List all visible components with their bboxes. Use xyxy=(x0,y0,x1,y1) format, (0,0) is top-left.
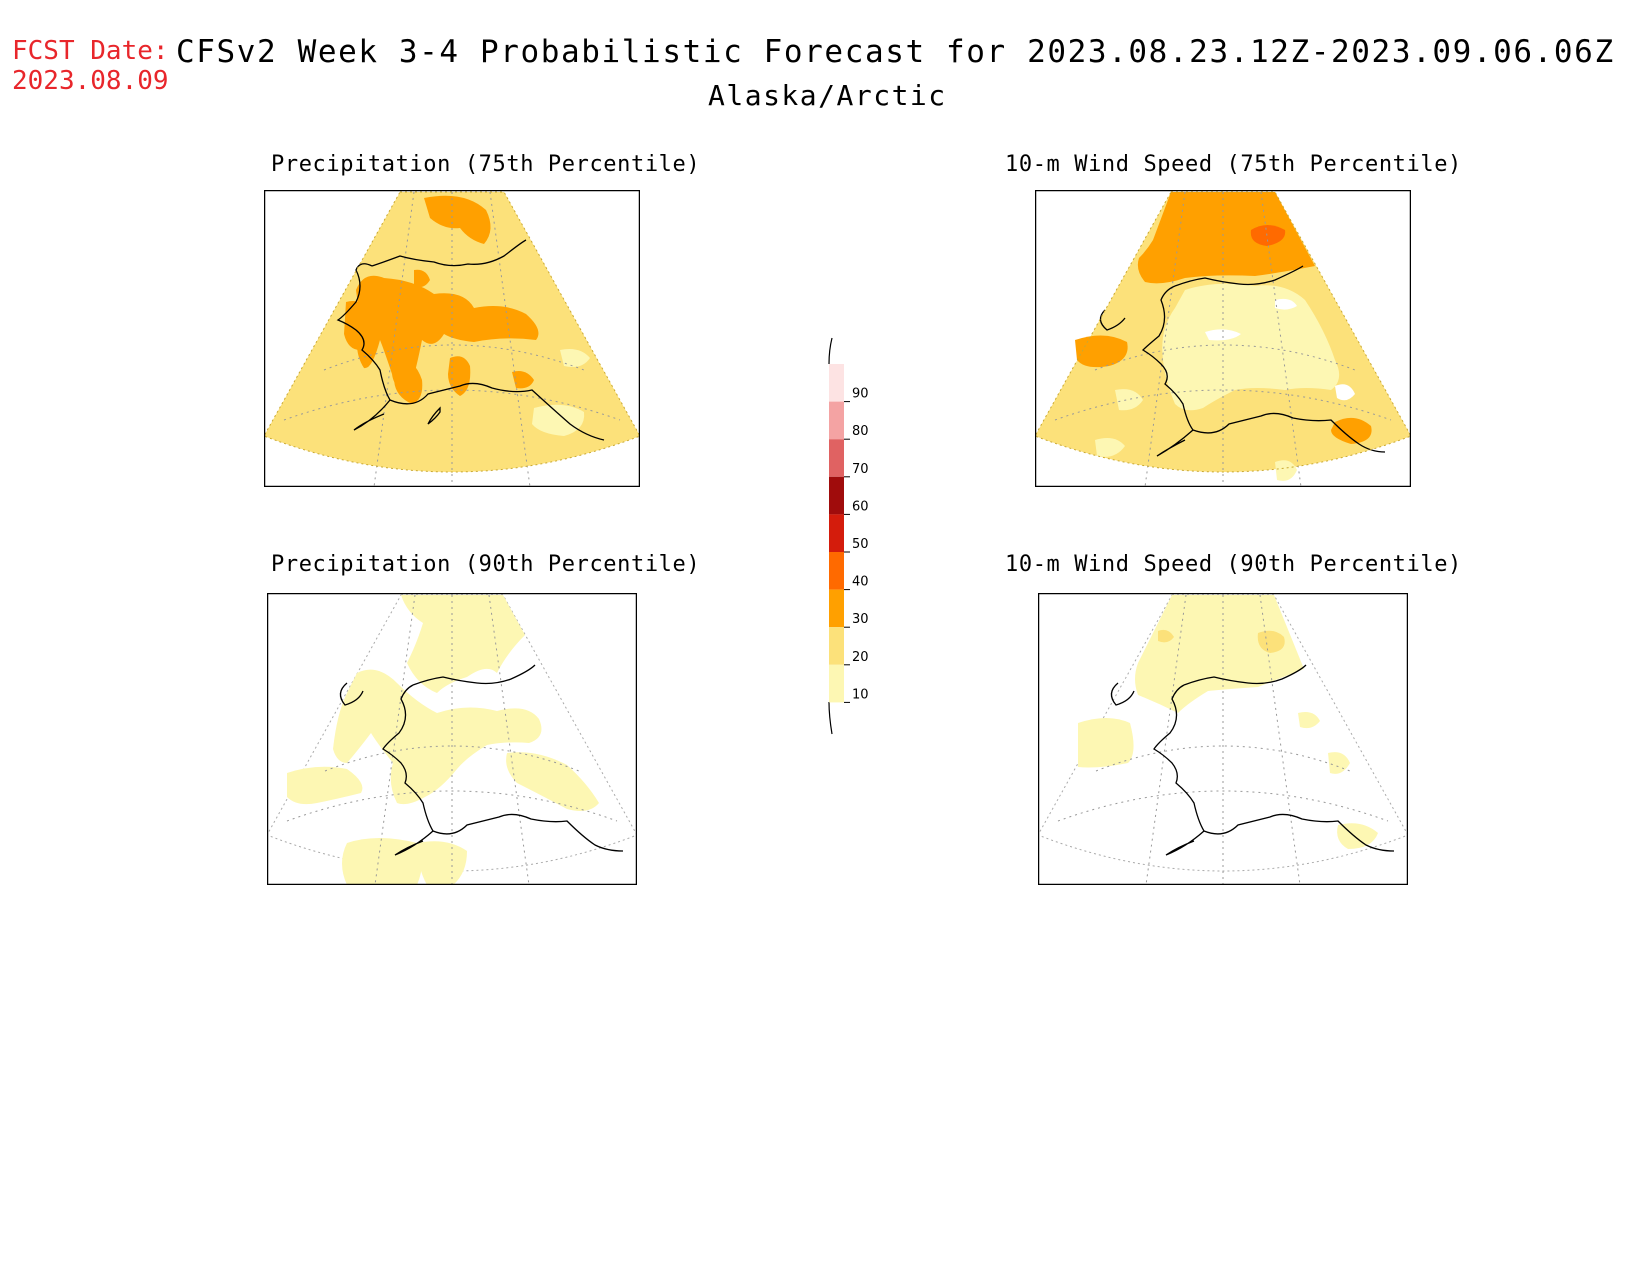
colorbar-label: 20 xyxy=(852,650,869,665)
colorbar-swatch xyxy=(829,589,844,628)
colorbar-top-cap xyxy=(828,337,833,365)
colorbar-swatch xyxy=(829,401,844,440)
graticule-lines xyxy=(1057,594,1389,885)
colorbar-label: 60 xyxy=(852,499,869,514)
probability-contours-10-20 xyxy=(532,349,590,436)
panel-title-wind-75: 10-m Wind Speed (75th Percentile) xyxy=(1005,152,1462,177)
probability-contours-40-50 xyxy=(1250,225,1286,246)
colorbar-label: 40 xyxy=(852,575,869,590)
map-precip-75 xyxy=(264,190,640,487)
probability-contours-20-30 xyxy=(1158,629,1285,653)
colorbar-swatch xyxy=(829,514,844,552)
graticule-lines xyxy=(283,191,621,487)
colorbar-swatch xyxy=(829,627,844,665)
probability-contours-10-20 xyxy=(1095,283,1340,481)
map-wind-90 xyxy=(1038,593,1408,885)
forecast-date-label: FCST Date: xyxy=(12,36,169,66)
colorbar-swatch xyxy=(829,664,844,703)
map-sector-outline xyxy=(264,191,640,473)
map-wind-75 xyxy=(1035,190,1411,487)
map-precip-90 xyxy=(267,593,637,885)
colorbar-label: 50 xyxy=(852,537,869,552)
colorbar-bottom-cap xyxy=(828,701,833,735)
colorbar-swatch xyxy=(829,364,844,402)
graticule-lines xyxy=(1054,191,1392,487)
region-label: Alaska/Arctic xyxy=(708,79,947,112)
coastline xyxy=(1099,265,1386,457)
colorbar-label: 80 xyxy=(852,424,869,439)
map-frame xyxy=(1038,593,1408,885)
map-frame xyxy=(264,190,640,487)
probability-contours-30-40 xyxy=(344,195,539,404)
map-sector-outline xyxy=(1035,191,1411,473)
map-frame xyxy=(1035,190,1411,487)
colorbar-swatch xyxy=(829,552,844,590)
coastline xyxy=(336,239,605,441)
map-frame xyxy=(267,593,637,885)
colorbar-swatch xyxy=(829,476,844,515)
panel-title-precip-75: Precipitation (75th Percentile) xyxy=(271,152,701,177)
panel-title-precip-90: Precipitation (90th Percentile) xyxy=(271,552,701,577)
figure-title: CFSv2 Week 3-4 Probabilistic Forecast fo… xyxy=(176,34,1615,70)
coastline xyxy=(1110,664,1395,856)
colorbar-legend: 90 80 70 60 50 40 30 20 10 xyxy=(828,337,869,735)
forecast-date-value: 2023.08.09 xyxy=(12,66,169,96)
colorbar-label: 10 xyxy=(852,687,869,702)
colorbar-swatch xyxy=(829,439,844,477)
panel-title-wind-90: 10-m Wind Speed (90th Percentile) xyxy=(1005,552,1462,577)
colorbar-label: 30 xyxy=(852,612,869,627)
probability-contours-10-20 xyxy=(287,595,599,885)
probability-contours-below-10 xyxy=(1205,298,1355,401)
probability-contours-30-40 xyxy=(1075,192,1372,444)
graticule-lines xyxy=(286,594,618,885)
colorbar-label: 70 xyxy=(852,462,869,477)
coastline xyxy=(339,664,624,856)
colorbar-label: 90 xyxy=(852,387,869,402)
